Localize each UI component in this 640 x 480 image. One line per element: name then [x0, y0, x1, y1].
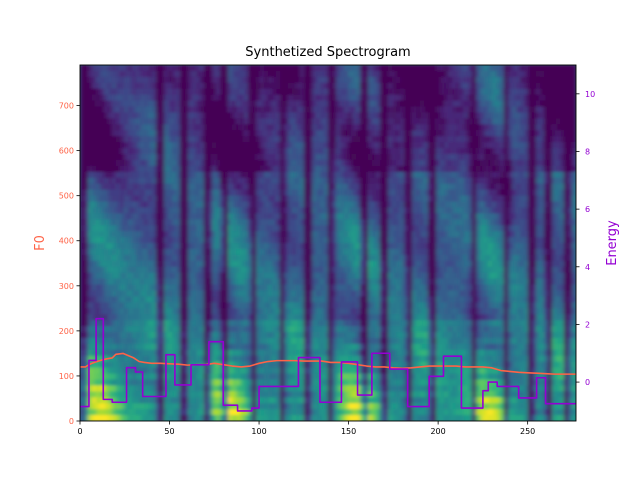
y-left-tick-label: 200 [59, 327, 74, 336]
y-left-tick-label: 0 [69, 417, 74, 426]
y-right-tick-label: 10 [585, 90, 595, 99]
y-right-tick-label: 0 [585, 378, 590, 387]
spectrogram-heatmap [80, 65, 576, 421]
y-right-tick-label: 4 [585, 263, 590, 272]
y-left-tick-label: 100 [59, 372, 74, 381]
chart-title: Synthetized Spectrogram [245, 45, 410, 60]
y-axis-label-left: F0 [33, 235, 48, 251]
x-tick-label: 100 [251, 427, 266, 436]
y-right-tick-label: 2 [585, 320, 590, 329]
f0-line [80, 352, 576, 375]
energy-line [80, 317, 576, 412]
y-right-tick-label: 6 [585, 205, 590, 214]
y-axis-label-right: Energy [605, 220, 620, 266]
y-left-tick-label: 700 [59, 102, 74, 111]
y-left-tick-label: 600 [59, 147, 74, 156]
plot-frame [79, 64, 577, 422]
x-tick-label: 200 [430, 427, 445, 436]
x-tick-label: 50 [164, 427, 174, 436]
x-tick-label: 0 [77, 427, 82, 436]
y-left-tick-label: 300 [59, 282, 74, 291]
y-left-tick-label: 400 [59, 237, 74, 246]
y-right-tick-label: 8 [585, 147, 590, 156]
y-left-tick-label: 500 [59, 192, 74, 201]
x-tick-label: 150 [341, 427, 356, 436]
x-tick-label: 250 [520, 427, 535, 436]
